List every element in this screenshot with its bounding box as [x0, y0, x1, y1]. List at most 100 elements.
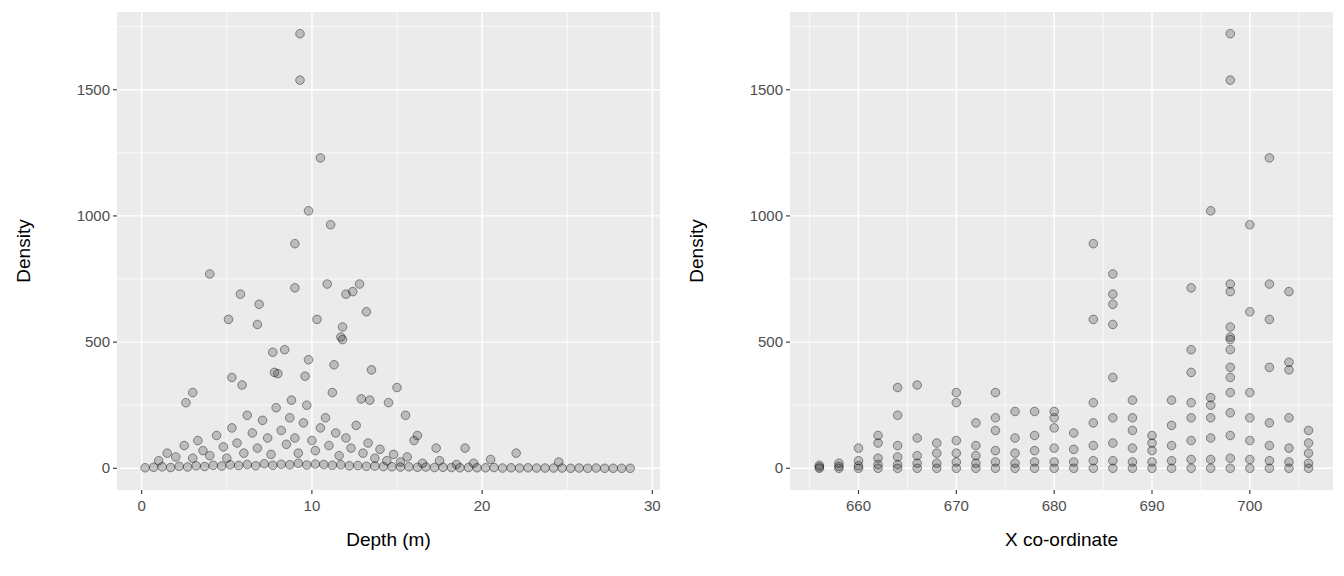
point — [1050, 424, 1059, 433]
minor-grid-line — [226, 12, 227, 490]
grid-line — [1151, 12, 1152, 490]
tick-label: 670 — [944, 497, 969, 514]
point — [617, 464, 626, 473]
point — [1285, 458, 1294, 467]
point — [260, 459, 269, 468]
point — [1128, 414, 1137, 423]
point — [952, 449, 961, 458]
point — [1167, 441, 1176, 450]
point — [1187, 398, 1196, 407]
point — [1128, 458, 1137, 467]
point — [328, 461, 337, 470]
point — [1285, 414, 1294, 423]
point — [498, 464, 507, 473]
tick-mark — [786, 468, 790, 469]
tick-mark — [1249, 490, 1250, 494]
point — [362, 462, 371, 471]
point — [188, 388, 197, 397]
tick-label: 700 — [1237, 497, 1262, 514]
point — [1109, 290, 1118, 299]
point — [1187, 345, 1196, 354]
point — [874, 454, 883, 463]
figure: 0500100015000102030Depth (m)Density05001… — [0, 0, 1344, 576]
point — [972, 419, 981, 428]
point — [371, 462, 380, 471]
point — [512, 449, 521, 458]
point — [1128, 444, 1137, 453]
point — [932, 439, 941, 448]
point — [893, 383, 902, 392]
point — [182, 398, 191, 407]
point — [1206, 207, 1215, 216]
point — [1187, 464, 1196, 473]
tick-label: 500 — [758, 333, 783, 350]
point — [321, 414, 330, 423]
point — [835, 459, 844, 468]
point — [1089, 239, 1098, 248]
point — [335, 451, 344, 460]
tick-label: 680 — [1042, 497, 1067, 514]
tick-label: 0 — [775, 459, 783, 476]
minor-grid-line — [567, 12, 568, 490]
point — [330, 361, 339, 370]
point — [435, 456, 444, 465]
grid-line — [790, 89, 1333, 90]
point — [1050, 444, 1059, 453]
point — [163, 449, 172, 458]
point — [1246, 308, 1255, 317]
point — [302, 401, 311, 410]
tick-mark — [652, 490, 653, 494]
point — [253, 320, 262, 329]
point — [299, 419, 308, 428]
point — [175, 462, 184, 471]
point — [486, 455, 495, 464]
point — [248, 429, 257, 438]
point — [217, 462, 226, 471]
minor-grid-line — [907, 12, 908, 490]
point — [277, 426, 286, 435]
point — [1167, 396, 1176, 405]
point — [1109, 456, 1118, 465]
point — [287, 396, 296, 405]
plot-background — [790, 12, 1333, 490]
point — [1246, 388, 1255, 397]
point — [272, 403, 281, 412]
point — [626, 464, 635, 473]
point — [575, 464, 584, 473]
point — [1206, 464, 1215, 473]
tick-label: 30 — [644, 497, 661, 514]
point — [205, 451, 214, 460]
point — [1226, 464, 1235, 473]
point — [1246, 220, 1255, 229]
point — [263, 434, 272, 443]
point — [228, 424, 237, 433]
point — [1187, 368, 1196, 377]
grid-line — [117, 341, 660, 342]
point — [224, 315, 233, 324]
point — [243, 460, 252, 469]
tick-mark — [786, 215, 790, 216]
minor-grid-line — [790, 152, 1333, 153]
point — [234, 461, 243, 470]
point — [267, 450, 276, 459]
tick-label: 1500 — [750, 81, 783, 98]
point — [432, 444, 441, 453]
point — [274, 369, 283, 378]
point — [294, 449, 303, 458]
point — [1265, 419, 1274, 428]
point — [1089, 456, 1098, 465]
point — [291, 284, 300, 293]
point — [359, 449, 368, 458]
point — [323, 280, 332, 289]
point — [338, 323, 347, 332]
point — [355, 280, 364, 289]
tick-mark — [113, 215, 117, 216]
point — [253, 444, 262, 453]
tick-label: 1000 — [750, 207, 783, 224]
point — [952, 398, 961, 407]
minor-grid-line — [790, 279, 1333, 280]
point — [338, 335, 347, 344]
point — [166, 463, 175, 472]
point — [972, 451, 981, 460]
tick-mark — [858, 490, 859, 494]
